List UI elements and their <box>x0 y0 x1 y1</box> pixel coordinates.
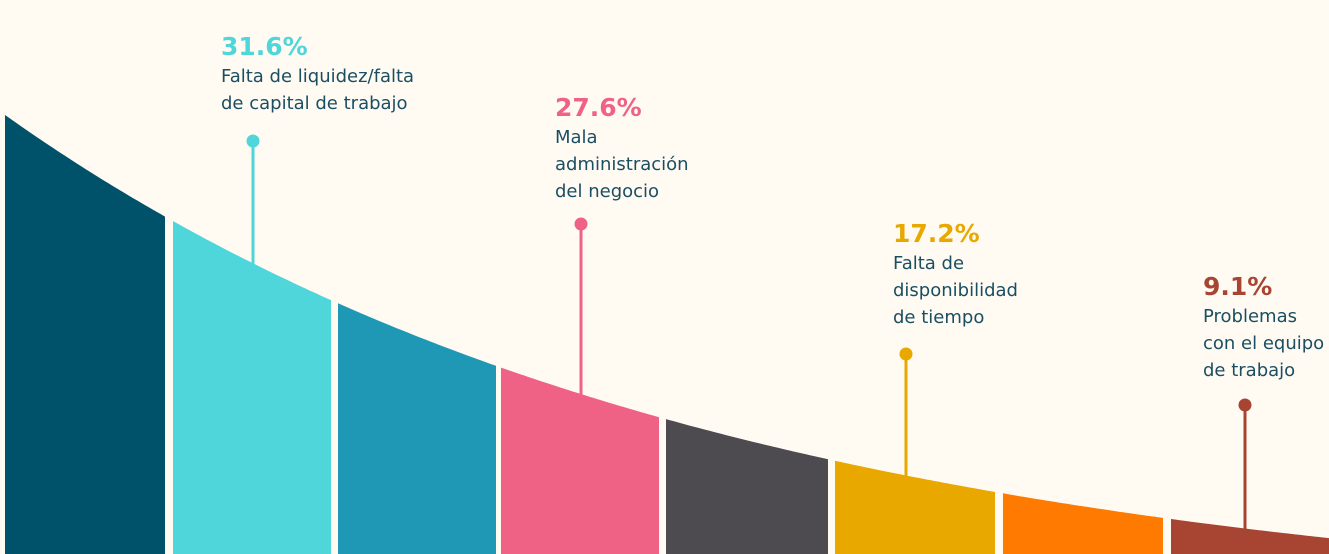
callout-value: 31.6% <box>221 32 308 61</box>
callout-label: con el equipo <box>1203 333 1324 354</box>
callout-value: 9.1% <box>1203 272 1272 301</box>
callout-label: administración <box>555 154 689 175</box>
callout-value: 17.2% <box>893 219 980 248</box>
curve-segment <box>835 460 995 554</box>
callout-label: de tiempo <box>893 307 984 328</box>
callout-label: Problemas <box>1203 306 1297 327</box>
curve-segment <box>173 221 331 554</box>
pin-dot <box>246 134 260 148</box>
callout-label: Falta de liquidez/falta <box>221 66 414 87</box>
callout-label: Falta de <box>893 253 964 274</box>
callout-label: de trabajo <box>1203 360 1295 381</box>
curve-segment <box>338 303 496 554</box>
curve-segment <box>666 419 828 554</box>
callout-label: del negocio <box>555 181 659 202</box>
curve-segment <box>1171 519 1329 554</box>
pin-dot <box>1238 398 1252 412</box>
pin-dot <box>574 217 588 231</box>
curve-segment <box>501 367 659 554</box>
callout-value: 27.6% <box>555 93 642 122</box>
callout-label: de capital de trabajo <box>221 93 408 114</box>
callout-label: disponibilidad <box>893 280 1018 301</box>
pin-dot <box>899 347 913 361</box>
callout-label: Mala <box>555 127 598 148</box>
curve-segment <box>1003 493 1163 554</box>
curve-segment <box>5 115 165 554</box>
